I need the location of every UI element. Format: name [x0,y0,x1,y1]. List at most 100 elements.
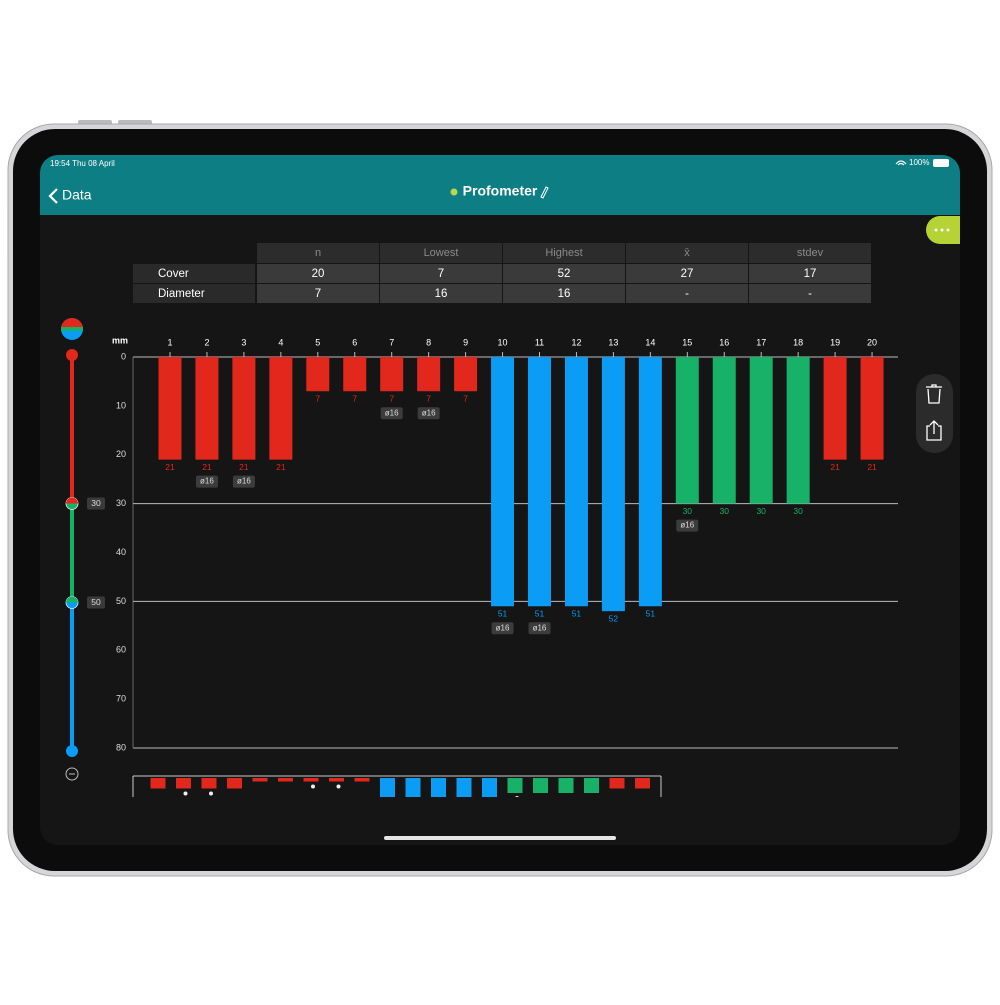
status-dot [450,188,458,196]
overview-bar [380,778,395,797]
table-header: x̄ [684,247,690,259]
x-tick-label: 9 [463,337,468,347]
bar[interactable] [417,357,441,392]
side-panel [916,374,953,453]
slider-handle[interactable] [66,349,78,361]
table-header: Highest [545,247,582,259]
diameter-box [676,519,699,532]
value-label: 21 [239,462,249,472]
overview-bar [329,778,344,782]
threshold-label-box [87,497,105,510]
bar[interactable] [749,357,773,504]
bar[interactable] [712,357,736,504]
table-value: 20 [312,268,325,280]
threshold-label: 50 [91,597,101,607]
table-cell [626,264,748,283]
value-label: 7 [389,393,394,403]
x-tick-label: 1 [167,337,172,347]
zone-icon-part [61,318,83,329]
x-tick-label: 17 [756,337,766,347]
diameter-box [528,622,551,635]
x-tick-label: 6 [352,337,357,347]
table-header: stdev [797,247,824,259]
overview-dot [336,784,341,789]
threshold-handle-top [66,596,78,603]
bar[interactable] [269,357,293,460]
diameter-label: ø16 [237,477,251,486]
x-tick-label: 19 [830,337,840,347]
bar[interactable] [195,357,219,460]
value-label: 7 [352,393,357,403]
bar[interactable] [232,357,256,460]
slider-handle[interactable] [66,745,78,757]
diameter-box [195,475,218,488]
bar[interactable] [158,357,182,460]
table-value: - [685,288,689,300]
nav-title: Profometer [463,183,538,199]
y-tick-label: 80 [116,742,126,752]
x-tick-label: 20 [867,337,877,347]
value-label: 30 [793,506,803,516]
bar[interactable] [528,357,551,607]
table-cell [626,284,748,303]
bar[interactable] [306,357,330,392]
bar[interactable] [638,357,662,607]
overview-bar [150,778,166,789]
table-header: Lowest [424,247,459,259]
x-tick-label: 3 [241,337,246,347]
value-label: 7 [315,393,320,403]
more-dot [940,228,944,232]
table-row-label: Diameter [158,288,205,300]
table-value: 7 [315,288,321,300]
bar[interactable] [786,357,810,504]
value-label: 21 [276,462,286,472]
table-cell [257,264,379,283]
bar[interactable] [601,357,625,612]
bar[interactable] [860,357,884,460]
bar[interactable] [454,357,478,392]
bar[interactable] [823,357,847,460]
overview-bar [456,778,472,797]
remove-button[interactable] [65,767,79,781]
table-header-cell [380,243,502,263]
x-tick-label: 4 [278,337,283,347]
bar[interactable] [564,357,588,607]
x-tick-label: 10 [498,337,508,347]
table-cell [380,284,502,303]
x-tick-label: 16 [719,337,729,347]
threshold-handle-top [66,497,78,504]
table-cell [380,264,502,283]
edit-icon[interactable] [540,186,549,199]
value-label: 30 [720,506,730,516]
bar[interactable] [380,357,404,392]
overview-bar [533,778,548,793]
overview-bar [354,778,370,782]
overview-bar [584,778,599,793]
diameter-label: ø16 [680,521,694,530]
y-axis-label: mm [112,335,128,345]
share-button[interactable] [926,420,942,441]
overview-dot [311,784,315,789]
back-button[interactable]: Data [62,187,92,203]
x-tick-label: 11 [535,337,544,347]
bar[interactable] [343,357,367,392]
threshold-label-box [87,596,105,609]
back-chevron[interactable] [48,188,58,204]
diameter-label: ø16 [422,408,436,417]
table-value: - [808,288,812,300]
diameter-label: ø16 [533,623,547,632]
y-tick-label: 70 [116,694,126,704]
delete-button[interactable] [926,384,942,404]
overview-dot [515,796,519,797]
overview-bar [609,778,625,789]
table-row-label: Cover [158,268,189,280]
diameter-box [232,475,255,488]
more-dot [946,228,950,232]
bar[interactable] [675,357,699,504]
overview-bar [482,778,497,797]
bar[interactable] [491,357,515,607]
y-tick-label: 60 [116,645,126,655]
threshold-label: 30 [91,498,101,508]
x-tick-label: 12 [571,337,581,347]
